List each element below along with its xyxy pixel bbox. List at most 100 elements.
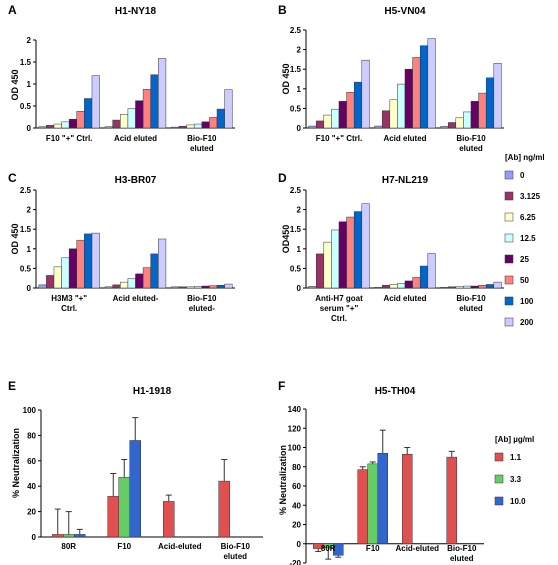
bar: [142, 89, 151, 129]
bar: [120, 281, 129, 289]
category-label: Acid eluted: [383, 134, 426, 143]
bar: [470, 285, 479, 289]
bar: [353, 81, 363, 129]
panel-label-B: B: [278, 3, 287, 17]
category-label: F10: [117, 542, 131, 551]
legend-bottom-swatch: [494, 496, 504, 506]
bar: [338, 101, 347, 129]
bar: [404, 280, 413, 289]
bar: [91, 232, 100, 289]
y-tick-label: 20: [292, 521, 301, 530]
bar: [331, 229, 340, 289]
panel-label-E: E: [8, 379, 16, 393]
bar: [412, 57, 421, 129]
category-label: H3M3 "+": [51, 294, 87, 303]
bar: [209, 117, 218, 129]
legend-top-swatch: [504, 191, 514, 201]
bar: [374, 125, 383, 129]
category-label: Bio-F10: [456, 294, 486, 303]
legend-top-swatch: [504, 275, 514, 285]
bar: [171, 286, 180, 289]
y-tick-label: 1: [297, 245, 302, 254]
y-axis-label: OD 450: [281, 63, 291, 94]
bar: [216, 285, 225, 289]
bar: [374, 286, 383, 289]
y-tick-label: 0: [27, 124, 32, 133]
y-axis-label: OD 450: [10, 223, 20, 254]
y-tick-label: 2.5: [290, 186, 302, 195]
legend-top-label: 25: [520, 255, 529, 264]
bar: [91, 75, 100, 129]
bar: [224, 89, 233, 129]
bar: [404, 68, 413, 129]
bar: [367, 463, 378, 544]
bar: [135, 100, 144, 129]
bar: [224, 283, 233, 289]
legend-top-label: 50: [520, 276, 529, 285]
y-tick-label: 100: [23, 406, 37, 415]
bar: [158, 238, 167, 289]
y-tick-label: 140: [288, 405, 302, 414]
y-tick-label: -20: [289, 559, 301, 565]
bar: [186, 124, 195, 129]
bar: [201, 285, 210, 289]
legend-top-swatch: [504, 296, 514, 306]
bar: [331, 108, 340, 129]
legend-bottom-swatch: [494, 474, 504, 484]
panel-title-D: H7-NL219: [382, 175, 429, 186]
y-tick-label: 120: [288, 424, 302, 433]
category-label: eluted: [450, 554, 474, 563]
bar: [84, 233, 93, 289]
bar: [440, 126, 449, 129]
panel-title-B: H5-VN04: [384, 6, 426, 17]
bar: [112, 119, 121, 129]
panel-title-E: H1-1918: [133, 386, 172, 397]
legend-top-swatch: [504, 212, 514, 222]
bar: [412, 277, 421, 289]
bar: [216, 108, 225, 129]
bar: [447, 286, 457, 289]
legend-bottom-label: 3.3: [510, 475, 522, 484]
y-tick-label: 1.5: [290, 65, 302, 74]
bar: [38, 126, 47, 129]
bar: [68, 248, 78, 289]
category-label: F10 "+" Ctrl.: [316, 134, 363, 143]
category-label: F10 "+" Ctrl.: [46, 134, 93, 143]
category-label: Acid eluted: [114, 134, 157, 143]
panel-title-F: H5-TH04: [375, 386, 416, 397]
bar: [104, 126, 113, 129]
y-tick-label: 0.5: [290, 264, 302, 273]
bar: [419, 265, 429, 289]
legend-bottom-label: 1.1: [510, 453, 522, 462]
bar: [338, 221, 347, 289]
category-label: Acid-eluted: [395, 544, 439, 553]
bar: [315, 120, 325, 129]
y-tick-label: 60: [292, 482, 301, 491]
category-label: Acid eluted-: [113, 294, 159, 303]
y-axis-label: % Neutralization: [278, 445, 288, 515]
y-tick-label: 2: [297, 206, 302, 215]
bar: [389, 284, 398, 289]
legend-top-swatch: [504, 233, 514, 243]
category-label: Acid eluted: [383, 294, 426, 303]
bar: [46, 125, 55, 129]
bar: [346, 216, 355, 289]
bar: [142, 267, 151, 289]
bar: [463, 111, 472, 129]
panel-title-A: H1-NY18: [115, 6, 157, 17]
bar: [427, 38, 436, 129]
legend-top-label: 12.5: [520, 234, 536, 243]
y-tick-label: 20: [27, 508, 36, 517]
y-tick-label: 1.5: [290, 225, 302, 234]
bar: [377, 453, 388, 544]
panel-label-C: C: [8, 171, 17, 185]
bar: [135, 273, 144, 289]
bar: [46, 275, 55, 289]
y-tick-label: 2.5: [290, 26, 302, 35]
bar: [63, 534, 75, 538]
legend-bottom-title: [Ab] µg/ml: [495, 435, 534, 444]
y-tick-label: 1: [27, 245, 32, 254]
bar: [397, 83, 406, 129]
bar: [150, 74, 159, 129]
